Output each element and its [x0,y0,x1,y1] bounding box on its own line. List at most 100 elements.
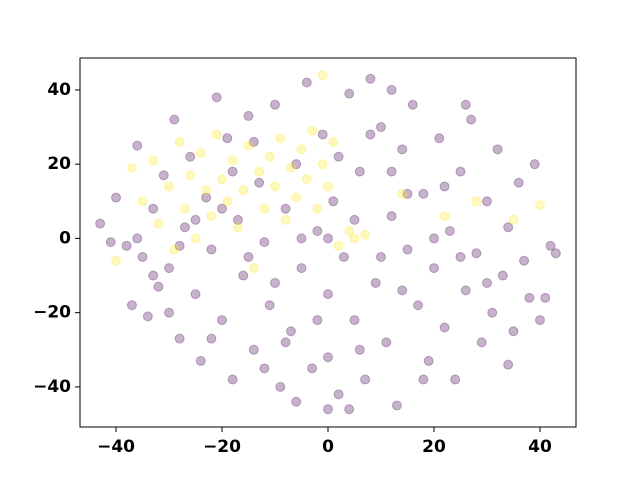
point [370,277,381,288]
point [481,277,492,288]
point [132,233,143,244]
point [296,144,307,155]
point [503,222,514,233]
point [386,84,397,95]
point [164,307,175,318]
point [529,159,540,170]
point [381,337,392,348]
point [174,333,185,344]
point [211,92,222,103]
point [148,155,159,166]
point [344,88,355,99]
point [190,289,201,300]
point [243,251,254,262]
point [222,196,233,207]
point [423,355,434,366]
point [391,400,402,411]
point [179,203,190,214]
point [264,151,275,162]
point [243,140,254,151]
point [153,281,164,292]
point [317,159,328,170]
point [333,151,344,162]
point [439,322,450,333]
point [153,218,164,229]
point [307,125,318,136]
point [174,136,185,147]
point [428,263,439,274]
y-tick-label: 20 [47,154,71,174]
point [312,225,323,236]
point [232,222,243,233]
point [137,196,148,207]
point [259,203,270,214]
point [481,196,492,207]
point [312,203,323,214]
x-tick-label: 0 [322,437,334,457]
y-tick-label: −20 [33,303,71,323]
point [418,188,429,199]
point [460,285,471,296]
point [206,211,217,222]
point [444,225,455,236]
point [264,300,275,311]
point [248,136,259,147]
point [317,70,328,81]
point [550,248,561,259]
point [105,237,116,248]
point [270,99,281,110]
point [397,144,408,155]
point [169,114,180,125]
point [206,244,217,255]
point [270,181,281,192]
point [460,99,471,110]
point [360,374,371,385]
point [428,233,439,244]
point [471,248,482,259]
y-tick-label: 40 [47,80,71,100]
point [471,196,482,207]
point [95,218,106,229]
point [519,255,530,266]
x-tick-label: −40 [97,437,135,457]
point [158,170,169,181]
point [323,181,333,192]
point [312,315,323,326]
point [121,240,132,251]
point [227,374,238,385]
point [291,192,302,203]
point [296,233,307,244]
point [317,129,328,140]
point [508,214,519,225]
point [338,251,349,262]
point [190,214,201,225]
x-tick-label: −20 [203,437,241,457]
point [354,166,365,177]
point [545,240,556,251]
point [455,166,466,177]
point [323,233,333,244]
point [254,177,265,188]
point [386,211,397,222]
point [375,251,386,262]
x-tick-label: 40 [528,437,552,457]
point [307,363,318,374]
point [434,133,445,144]
point [455,251,466,262]
point [248,344,259,355]
point [301,174,312,185]
point [503,359,514,370]
point [402,188,413,199]
point [354,344,365,355]
point [280,337,291,348]
point [439,211,450,222]
point [349,315,360,326]
point [323,352,333,363]
point [270,277,281,288]
point [344,225,355,236]
point [243,110,254,121]
point [508,326,519,337]
point [534,200,545,211]
point [413,300,424,311]
point [185,151,196,162]
